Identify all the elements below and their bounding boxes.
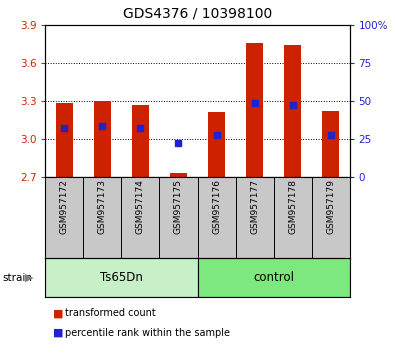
Text: Ts65Dn: Ts65Dn: [100, 272, 143, 284]
Text: GSM957173: GSM957173: [98, 179, 107, 234]
Point: [327, 132, 334, 138]
Bar: [45, 258, 198, 297]
Text: GSM957179: GSM957179: [326, 179, 335, 234]
Text: ■: ■: [53, 308, 64, 318]
Text: ▶: ▶: [25, 273, 34, 283]
Title: GDS4376 / 10398100: GDS4376 / 10398100: [123, 7, 272, 21]
Text: transformed count: transformed count: [65, 308, 156, 318]
Text: percentile rank within the sample: percentile rank within the sample: [65, 328, 230, 338]
Point: [290, 102, 296, 108]
Text: GSM957174: GSM957174: [136, 179, 145, 234]
Bar: [246, 42, 263, 177]
Bar: [170, 173, 187, 177]
Point: [61, 125, 68, 130]
Text: control: control: [253, 272, 294, 284]
Text: GSM957176: GSM957176: [212, 179, 221, 234]
Point: [99, 124, 105, 129]
Point: [137, 125, 144, 130]
Bar: [56, 103, 73, 177]
Text: ■: ■: [53, 328, 64, 338]
Text: strain: strain: [2, 273, 32, 283]
Text: GSM957172: GSM957172: [60, 179, 69, 234]
Text: GSM957177: GSM957177: [250, 179, 259, 234]
Point: [213, 132, 220, 138]
Text: GSM957178: GSM957178: [288, 179, 297, 234]
Bar: [208, 112, 225, 177]
Point: [175, 140, 182, 145]
Bar: [94, 101, 111, 177]
Bar: [132, 105, 149, 177]
Text: GSM957175: GSM957175: [174, 179, 183, 234]
Bar: [198, 258, 350, 297]
Bar: [322, 111, 339, 177]
Point: [251, 101, 258, 106]
Bar: [284, 45, 301, 177]
